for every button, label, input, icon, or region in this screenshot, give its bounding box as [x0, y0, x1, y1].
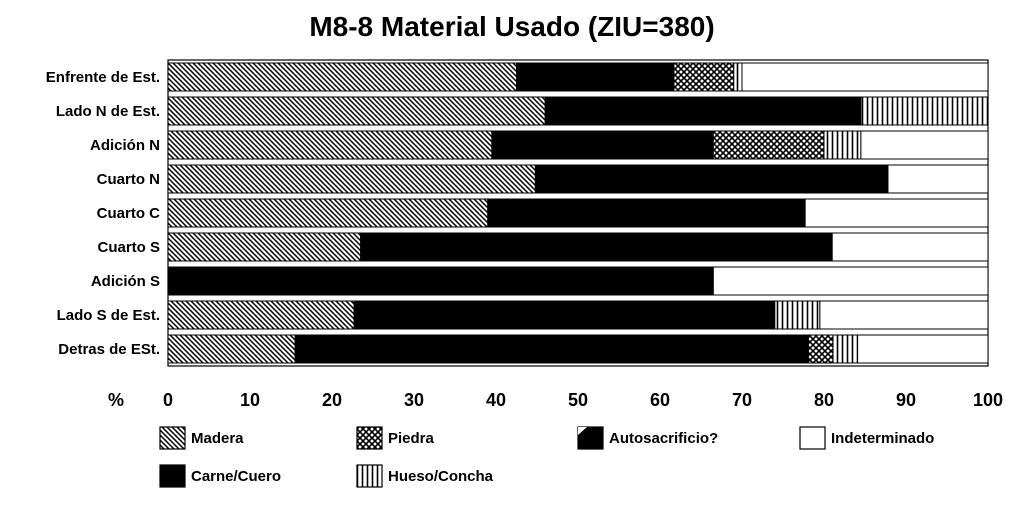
- x-tick-label: 70: [732, 390, 752, 410]
- x-tick-label: 50: [568, 390, 588, 410]
- chart-title: M8-8 Material Usado (ZIU=380): [309, 11, 714, 42]
- legend-swatch: [159, 426, 186, 450]
- bar-segment-carne-cuero: [516, 62, 675, 92]
- legend-label: Madera: [191, 430, 244, 447]
- legend-swatch: [799, 426, 826, 450]
- bar-segment-carne-cuero: [491, 130, 714, 160]
- legend-item-indeterminado: Indeterminado: [799, 426, 934, 450]
- bar-segment-madera: [167, 300, 355, 330]
- x-axis: % 0 10 20 30 40 50 60 70 80 90 100: [108, 390, 1003, 410]
- bar-segment-indeterminado: [857, 334, 989, 364]
- bar-segment-carne-cuero: [534, 164, 889, 194]
- legend-label: Indeterminado: [831, 430, 934, 447]
- bar-segment-carne-cuero: [360, 232, 833, 262]
- bar-segment-hueso-concha: [860, 96, 989, 126]
- x-tick-label: 10: [240, 390, 260, 410]
- category-label: Cuarto S: [97, 239, 160, 256]
- bar-segment-indeterminado: [819, 300, 989, 330]
- bar-segment-piedra: [712, 130, 825, 160]
- legend-item-hueso-concha: Hueso/Concha: [356, 464, 494, 488]
- bar-segment-madera: [167, 96, 546, 126]
- bar-segment-carne-cuero: [294, 334, 809, 364]
- bar-segment-indeterminado: [860, 130, 989, 160]
- bar-segment-hueso-concha: [832, 334, 859, 364]
- legend-item-autosacrificio: Autosacrificio?: [577, 426, 718, 450]
- legend-label: Carne/Cuero: [191, 468, 281, 485]
- bar-segment-madera: [167, 232, 362, 262]
- category-label: Lado N de Est.: [56, 103, 160, 120]
- legend-swatch-notch: [578, 427, 587, 435]
- x-tick-label: 30: [404, 390, 424, 410]
- legend-swatch: [159, 464, 186, 488]
- x-axis-label: %: [108, 390, 124, 410]
- legend-swatch: [577, 426, 604, 450]
- legend-label: Piedra: [388, 430, 435, 447]
- bar-segment-indeterminado: [712, 266, 989, 296]
- bar-segment-madera: [167, 130, 493, 160]
- bar-segment-carne-cuero: [544, 96, 862, 126]
- x-tick-label: 90: [896, 390, 916, 410]
- bar-segment-hueso-concha: [733, 62, 743, 92]
- legend-swatch: [356, 464, 383, 488]
- bar-segment-madera: [167, 334, 296, 364]
- bar-segment-piedra: [673, 62, 735, 92]
- bar-segment-madera: [167, 62, 517, 92]
- legend-swatch: [356, 426, 383, 450]
- bar-segment-indeterminado: [741, 62, 989, 92]
- category-label: Adición S: [91, 273, 160, 290]
- category-label: Cuarto N: [97, 171, 160, 188]
- legend-label: Autosacrificio?: [609, 430, 718, 447]
- plot-area: Enfrente de Est. Lado N de Est. Adición N C…: [46, 59, 989, 367]
- bar-segment-indeterminado: [887, 164, 989, 194]
- x-tick-label: 80: [814, 390, 834, 410]
- category-label: Adición N: [90, 137, 160, 154]
- x-tick-label: 20: [322, 390, 342, 410]
- legend-label: Hueso/Concha: [388, 468, 494, 485]
- x-tick-label: 60: [650, 390, 670, 410]
- bar-segment-madera: [167, 198, 489, 228]
- legend-item-carne-cuero: Carne/Cuero: [159, 464, 281, 488]
- category-label: Lado S de Est.: [57, 307, 160, 324]
- category-label: Cuarto C: [97, 205, 161, 222]
- bar-segment-piedra: [807, 334, 834, 364]
- x-tick-label: 0: [163, 390, 173, 410]
- bar-segment-carne-cuero: [487, 198, 806, 228]
- legend: Madera Piedra Autosacrificio? Indeterminado…: [159, 426, 934, 488]
- x-tick-label: 40: [486, 390, 506, 410]
- legend-item-piedra: Piedra: [356, 426, 435, 450]
- category-label: Enfrente de Est.: [46, 69, 160, 86]
- legend-item-madera: Madera: [159, 426, 244, 450]
- bar-segment-hueso-concha: [774, 300, 821, 330]
- bar-segment-madera: [167, 164, 536, 194]
- bar-segment-carne-cuero: [167, 266, 714, 296]
- bar-segment-indeterminado: [804, 198, 989, 228]
- bar-segment-hueso-concha: [823, 130, 862, 160]
- category-label: Detras de ESt.: [58, 341, 160, 358]
- bar-segment-indeterminado: [831, 232, 989, 262]
- bar-segment-carne-cuero: [353, 300, 776, 330]
- x-tick-label: 100: [973, 390, 1003, 410]
